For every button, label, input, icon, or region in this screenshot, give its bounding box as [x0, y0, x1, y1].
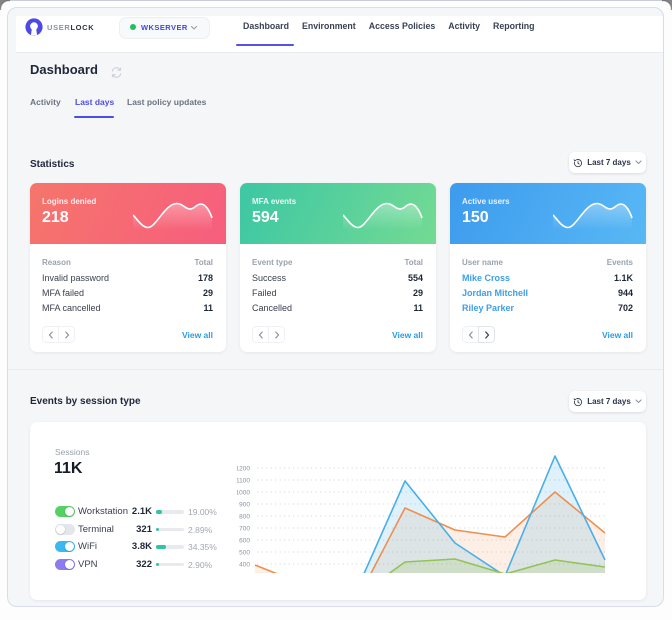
- svg-text:1100: 1100: [237, 478, 250, 485]
- svg-text:1000: 1000: [237, 490, 250, 497]
- svg-text:900: 900: [239, 502, 250, 509]
- svg-text:500: 500: [239, 550, 250, 557]
- svg-text:400: 400: [239, 562, 250, 569]
- svg-text:700: 700: [239, 526, 250, 533]
- svg-text:600: 600: [239, 538, 250, 545]
- svg-text:1200: 1200: [237, 466, 250, 473]
- svg-text:800: 800: [239, 514, 250, 521]
